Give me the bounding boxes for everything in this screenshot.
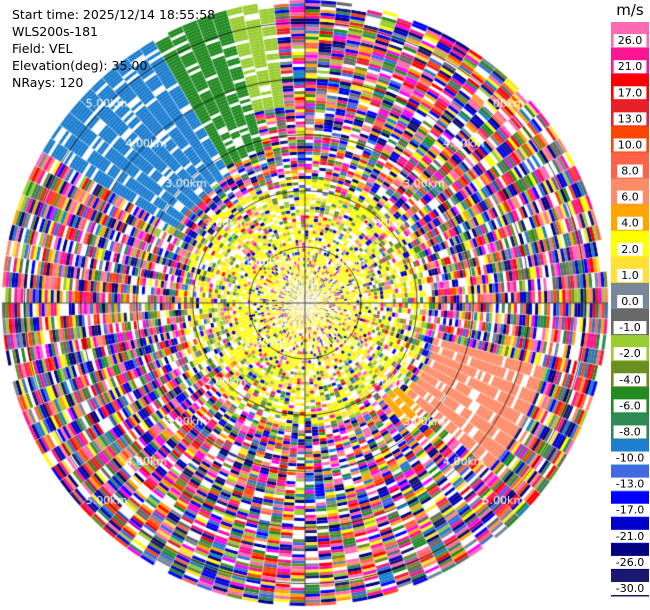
- elevation-label: Elevation(deg): 35.00: [12, 58, 148, 73]
- field-label: Field: VEL: [12, 41, 73, 56]
- instrument-label: WLS200s-181: [12, 24, 98, 39]
- info-panel: Start time: 2025/12/14 18:55:58 WLS200s-…: [12, 6, 215, 91]
- start-time-label: Start time: 2025/12/14 18:55:58: [12, 7, 216, 22]
- nrays-label: NRays: 120: [12, 75, 84, 90]
